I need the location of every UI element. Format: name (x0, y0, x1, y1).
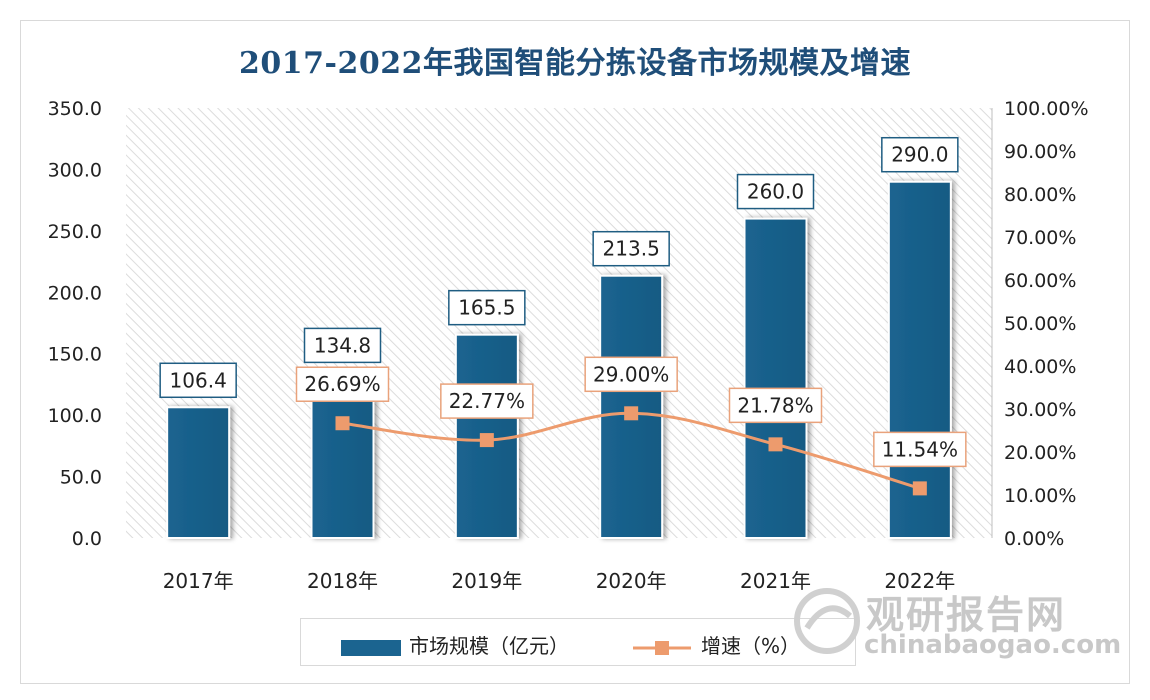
legend-item-market-size: 市场规模（亿元） (341, 630, 569, 659)
bar-label-box (592, 230, 670, 267)
bar-data-label: 213.5 (603, 237, 660, 261)
line-data-label: 11.54% (882, 437, 958, 461)
bar-label-box (448, 289, 526, 326)
left-tick-label: 250.0 (48, 221, 102, 243)
bar-label-box (881, 136, 959, 173)
bar (743, 217, 808, 539)
right-tick-label: 50.00% (1004, 313, 1076, 335)
line-label-box (440, 383, 534, 419)
right-tick-label: 70.00% (1004, 227, 1076, 249)
left-tick-label: 100.0 (48, 405, 102, 427)
right-tick-label: 30.00% (1004, 399, 1076, 421)
bar-label-box (736, 173, 815, 210)
left-tick-label: 200.0 (48, 282, 102, 304)
legend-label-market-size: 市场规模（亿元） (409, 634, 569, 658)
left-tick-label: 350.0 (48, 98, 102, 120)
right-tick-label: 80.00% (1004, 184, 1076, 206)
line-marker (479, 433, 494, 448)
x-tick-label: 2018年 (307, 569, 378, 593)
bar-label-box (303, 327, 382, 364)
line-data-labels: 26.69% 22.77% 29.00% 21.78% 11.54% (295, 356, 967, 468)
legend: 市场规模（亿元） 增速（%） (300, 618, 856, 666)
bar-data-label: 260.0 (747, 180, 804, 204)
watermark-name: 观研报告网 (866, 593, 1067, 637)
x-tick-label: 2021年 (740, 569, 811, 593)
bar-data-label: 165.5 (458, 296, 515, 320)
right-tick-label: 100.00% (1004, 98, 1089, 120)
x-tick-label: 2017年 (163, 569, 234, 593)
right-tick-label: 10.00% (1004, 485, 1076, 507)
line-data-label: 22.77% (449, 389, 525, 413)
bar (166, 406, 231, 539)
growth-line-series (335, 406, 927, 496)
legend-swatch-line (633, 640, 691, 655)
line-data-label: 29.00% (593, 362, 669, 386)
bar-data-label: 106.4 (170, 368, 227, 392)
legend-item-growth: 增速（%） (631, 630, 800, 659)
right-tick-label: 60.00% (1004, 270, 1076, 292)
line-marker (768, 437, 783, 452)
chart-title: 2017-2022年我国智能分拣设备市场规模及增速 (239, 46, 911, 81)
bar (887, 180, 952, 539)
bar-data-labels: 106.4 134.8 165.5 213.5 260.0 290.0 (159, 136, 959, 399)
left-tick-label: 0.0 (72, 528, 102, 550)
left-tick-label: 300.0 (48, 159, 102, 181)
x-tick-label: 2019年 (451, 569, 522, 593)
watermark-url: chinabaogao.com (864, 630, 1122, 660)
bar-data-label: 134.8 (314, 333, 371, 357)
plot-area (126, 108, 992, 538)
right-axis: 0.00% 10.00% 20.00% 30.00% 40.00% 50.00% 60.00… (991, 98, 1089, 550)
bar-label-box (159, 362, 237, 399)
line-marker (624, 406, 639, 421)
x-tick-label: 2020年 (596, 569, 667, 593)
legend-label-growth: 增速（%） (701, 634, 801, 658)
line-data-label: 26.69% (304, 372, 380, 396)
line-marker (912, 481, 927, 496)
left-tick-label: 50.0 (60, 467, 102, 489)
line-label-box (584, 356, 678, 393)
left-axis: 0.0 50.0 100.0 150.0 200.0 250.0 300.0 350.0 (48, 98, 102, 550)
watermark-logo (794, 588, 860, 654)
line-label-box (728, 387, 823, 424)
line-label-box (873, 431, 967, 468)
line-marker (335, 416, 350, 431)
right-tick-label: 0.00% (1004, 528, 1064, 550)
line-data-label: 21.78% (737, 393, 813, 417)
line-label-box (295, 366, 390, 402)
x-axis: 2017年 2018年 2019年 2020年 2021年 2022年 (163, 569, 956, 593)
left-tick-label: 150.0 (48, 344, 102, 366)
right-tick-label: 90.00% (1004, 141, 1076, 163)
watermark: 观研报告网 chinabaogao.com (780, 580, 1121, 670)
legend-swatch-bar (341, 639, 401, 656)
bar-data-label: 290.0 (891, 143, 948, 167)
x-tick-label: 2022年 (884, 569, 955, 593)
right-tick-label: 40.00% (1004, 356, 1076, 378)
right-tick-label: 20.00% (1004, 442, 1076, 464)
